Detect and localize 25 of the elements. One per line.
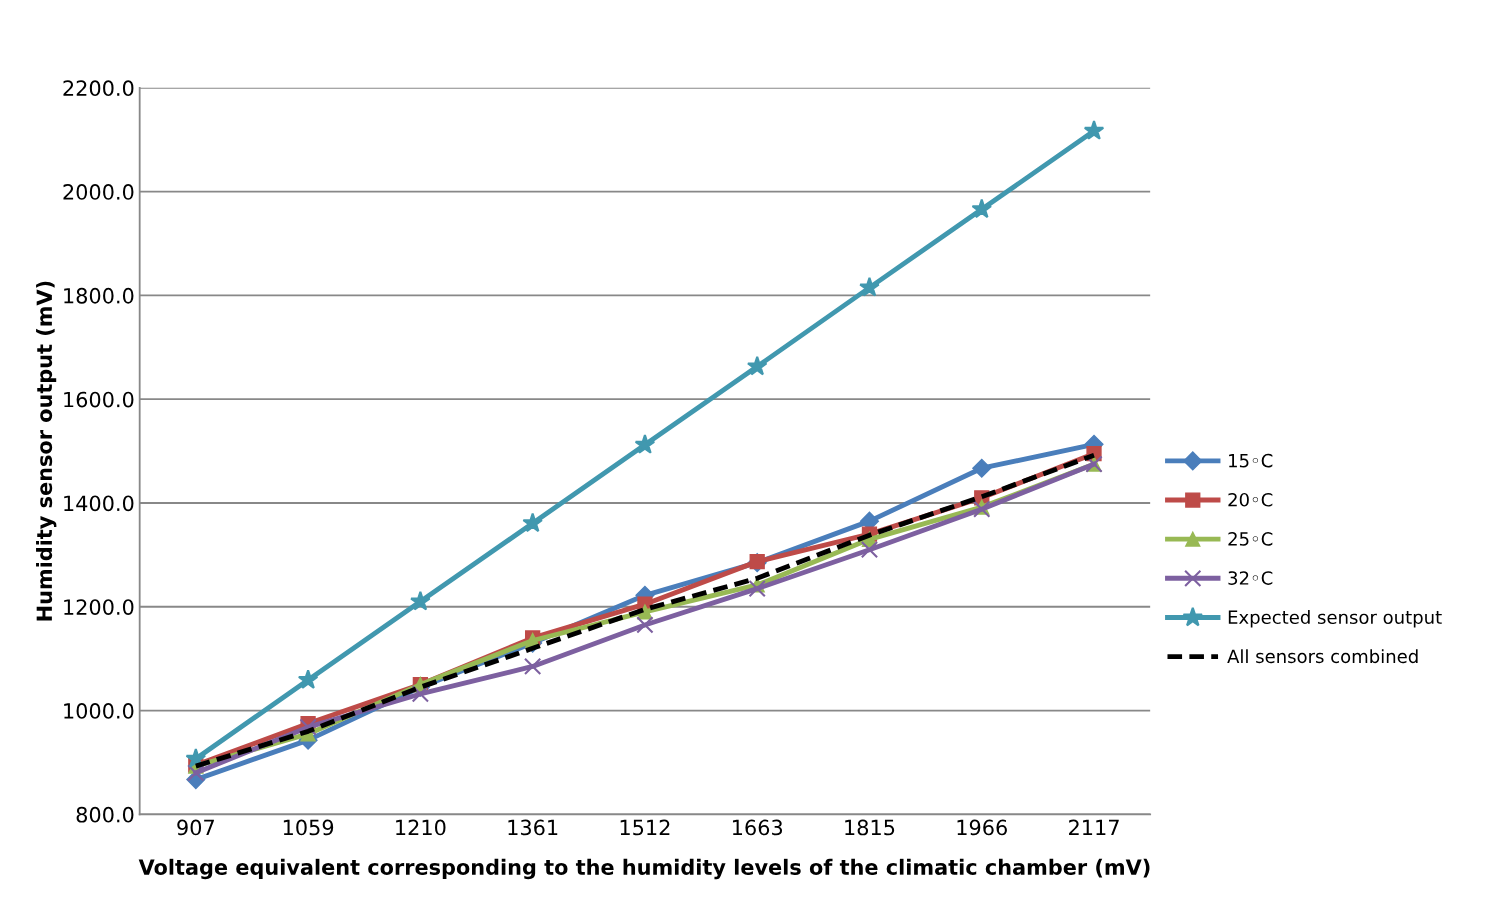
x-tick-label: 1512 <box>620 819 670 836</box>
x-tick-label: 1059 <box>283 819 334 836</box>
legend-label: 20◦C <box>1228 492 1273 507</box>
y-tick-label: 2200.0 <box>63 80 134 97</box>
legend-label: All sensors combined <box>1227 649 1418 664</box>
x-axis-title: Voltage equivalent corresponding to the humidity levels of the climatic chamber (mV) <box>138 858 1150 880</box>
y-axis-title: Humidity sensor output (mV) <box>36 281 57 621</box>
x-tick-label: 1815 <box>845 819 895 836</box>
legend-label: 32◦C <box>1228 571 1273 585</box>
x-tick-label: 907 <box>177 819 214 836</box>
x-tick-label: 1210 <box>396 819 446 836</box>
x-tick-label: 2117 <box>1069 819 1119 836</box>
y-tick-label: 2000.0 <box>63 184 134 200</box>
y-tick-label: 1200.0 <box>64 599 134 615</box>
legend-label: 25◦C <box>1228 532 1273 546</box>
x-tick-label: 1361 <box>508 819 558 836</box>
legend-label: 15◦C <box>1229 453 1273 468</box>
y-tick-label: 1400.0 <box>64 495 134 512</box>
y-tick-label: 1000.0 <box>64 703 134 719</box>
x-tick-label: 1663 <box>732 819 783 836</box>
y-tick-label: 1600.0 <box>64 391 134 408</box>
y-tick-label: 800.0 <box>76 806 134 823</box>
legend-label: Expected sensor output <box>1228 610 1442 628</box>
y-tick-label: 1800.0 <box>64 287 134 304</box>
x-tick-label: 1966 <box>957 819 1007 836</box>
